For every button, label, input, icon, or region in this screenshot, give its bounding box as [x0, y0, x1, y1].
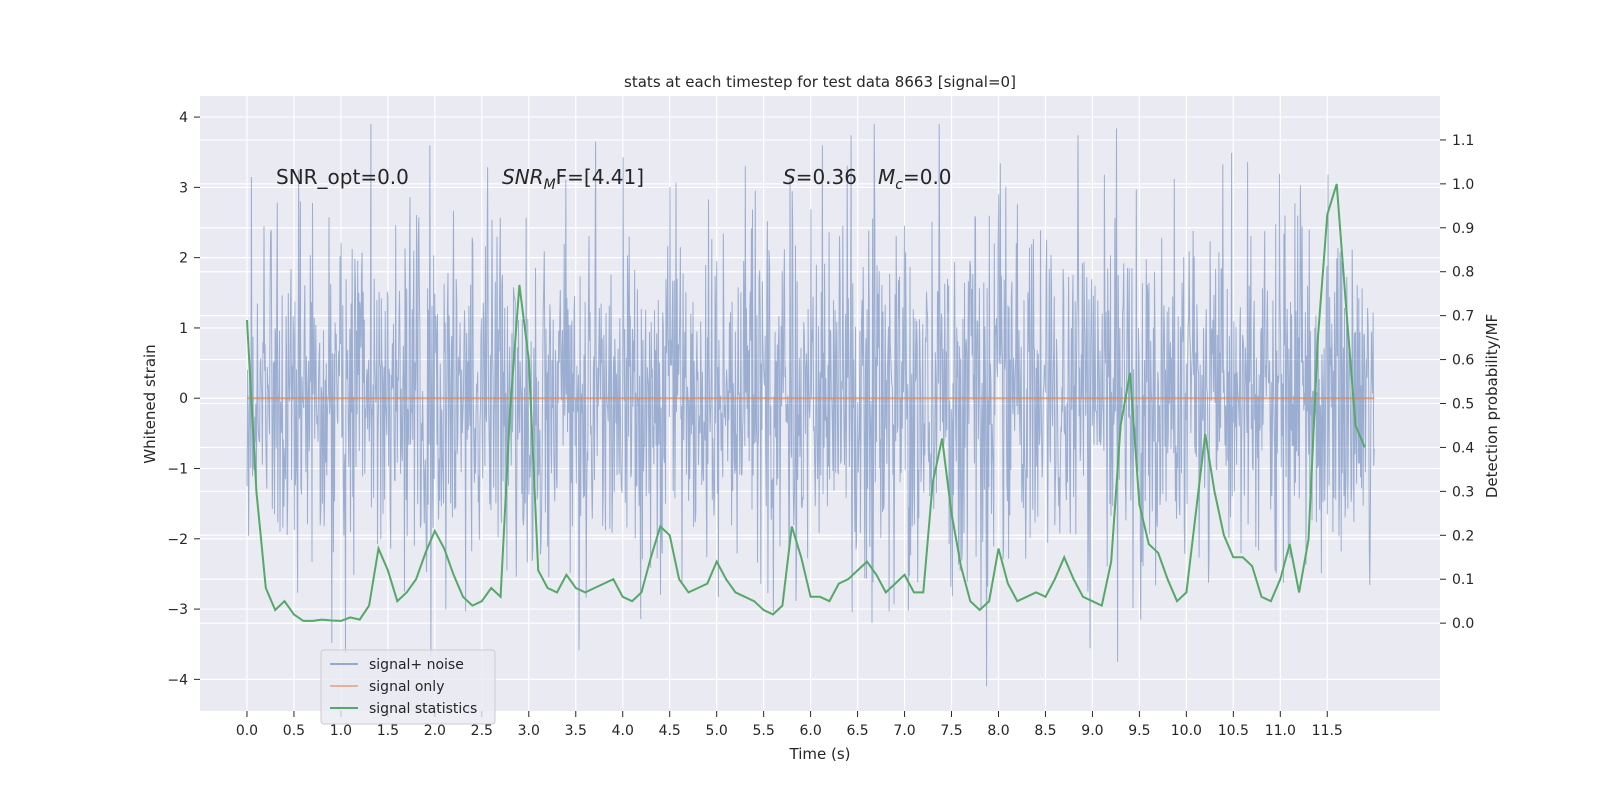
legend-box: [320, 649, 496, 725]
x-tick-label-7: 3.5: [565, 723, 587, 739]
y-left-tick-label-6: 2: [179, 251, 188, 267]
y-right-tick-label-6: 0.6: [1452, 353, 1474, 369]
x-tick-label-13: 6.5: [846, 723, 868, 739]
x-tick-label-2: 1.0: [330, 723, 352, 739]
s-statistic-annotation: S=0.36: [783, 165, 857, 189]
legend-label-signal-only: signal only: [369, 679, 444, 695]
x-tick-label-19: 9.5: [1128, 723, 1150, 739]
x-tick-label-5: 2.5: [471, 723, 493, 739]
y-left-axis-label: Whitened strain: [141, 344, 159, 463]
x-tick-label-18: 9.0: [1081, 723, 1103, 739]
y-right-tick-label-3: 0.3: [1452, 484, 1474, 500]
s-statistic-value: =0.36: [796, 165, 857, 189]
chirp-mass-value: =0.0: [903, 165, 952, 189]
x-tick-label-6: 3.0: [518, 723, 540, 739]
noise-series: [246, 124, 1375, 687]
x-tick-label-0: 0.0: [236, 723, 258, 739]
chart-title: stats at each timestep for test data 866…: [624, 73, 1016, 91]
y-left-tick-label-7: 3: [179, 180, 188, 196]
snr-mf-value: F=[4.41]: [556, 165, 644, 189]
y-left-axis-ticks: −4 −3 −2 −1 0 1 2 3 4: [167, 110, 200, 688]
y-left-tick-label-4: 0: [179, 391, 188, 407]
y-right-axis-label: Detection probability/MF: [1483, 314, 1501, 498]
chirp-mass-subscript: c: [895, 177, 903, 193]
x-tick-label-21: 10.5: [1218, 723, 1249, 739]
chirp-mass-symbol: M: [878, 165, 895, 189]
snr-mf-main: SNR: [502, 165, 544, 189]
y-left-tick-label-8: 4: [179, 110, 188, 126]
y-right-tick-label-4: 0.4: [1452, 440, 1474, 456]
y-right-tick-label-8: 0.8: [1452, 265, 1474, 281]
y-right-tick-label-10: 1.0: [1452, 177, 1474, 193]
x-tick-label-4: 2.0: [424, 723, 446, 739]
y-right-tick-label-9: 0.9: [1452, 221, 1474, 237]
y-right-tick-label-7: 0.7: [1452, 309, 1474, 325]
y-left-tick-label-1: −3: [167, 602, 188, 618]
x-tick-label-14: 7.0: [893, 723, 915, 739]
x-tick-label-8: 4.0: [612, 723, 634, 739]
snr-mf-annotation: SNRMF=[4.41]: [502, 165, 644, 193]
x-axis-ticks: 0.0 0.5 1.0 1.5 2.0 2.5 3.0 3.5 4.0 4.5 5.0 5.5 6.0 6…: [236, 711, 1343, 739]
signal-statistics-line: [246, 183, 1366, 622]
legend: signal+ noise signal only signal statist…: [320, 649, 496, 725]
snr-opt-annotation: SNR_opt=0.0: [276, 165, 409, 189]
x-tick-label-3: 1.5: [377, 723, 399, 739]
legend-label-signal-statistics: signal statistics: [369, 701, 477, 717]
x-tick-label-15: 7.5: [940, 723, 962, 739]
chirp-mass-annotation: Mc=0.0: [878, 165, 952, 193]
x-tick-label-12: 6.0: [799, 723, 821, 739]
x-tick-label-10: 5.0: [706, 723, 728, 739]
y-right-tick-label-11: 1.1: [1452, 133, 1474, 149]
x-tick-label-16: 8.0: [987, 723, 1009, 739]
y-left-tick-label-5: 1: [179, 321, 188, 337]
x-tick-label-11: 5.5: [753, 723, 775, 739]
noise-trace: [246, 124, 1375, 687]
y-left-tick-label-3: −1: [167, 462, 188, 478]
y-right-tick-label-5: 0.5: [1452, 397, 1474, 413]
x-tick-label-17: 8.5: [1034, 723, 1056, 739]
y-left-tick-label-0: −4: [167, 672, 188, 688]
y-right-axis-ticks: 0.0 0.1 0.2 0.3 0.4 0.5 0.6 0.7 0.8 0.9 1.0 1.1: [1440, 133, 1474, 632]
snr-mf-subscript: M: [544, 177, 556, 193]
x-tick-label-20: 10.0: [1171, 723, 1202, 739]
y-right-tick-label-0: 0.0: [1452, 616, 1474, 632]
y-right-tick-label-1: 0.1: [1452, 572, 1474, 588]
x-tick-label-9: 4.5: [659, 723, 681, 739]
s-statistic-symbol: S: [783, 165, 796, 189]
x-tick-label-22: 11.0: [1265, 723, 1296, 739]
x-tick-label-23: 11.5: [1312, 723, 1343, 739]
legend-label-signal-noise: signal+ noise: [369, 657, 464, 673]
y-right-tick-label-2: 0.2: [1452, 528, 1474, 544]
x-axis-label: Time (s): [789, 745, 851, 763]
x-tick-label-1: 0.5: [283, 723, 305, 739]
y-left-tick-label-2: −2: [167, 532, 188, 548]
